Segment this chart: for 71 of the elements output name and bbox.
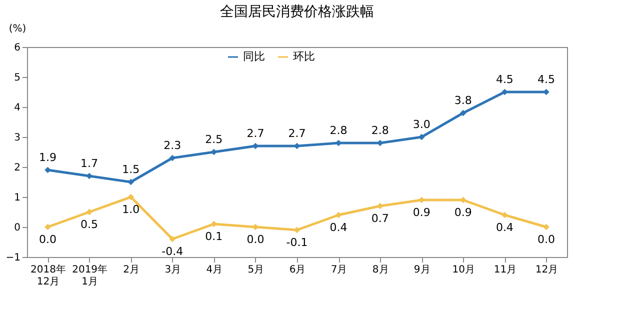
data-label: -0.1: [286, 236, 308, 249]
point: [128, 194, 134, 200]
y-tick-label: 1: [14, 192, 20, 204]
data-label: 4.5: [496, 73, 514, 86]
point: [502, 88, 508, 96]
x-tick-label: 12月: [535, 264, 558, 276]
x-tick-label: 6月: [289, 264, 306, 276]
x-tick-label: 11月: [494, 264, 517, 276]
data-label: 0.1: [205, 230, 223, 243]
data-label: 0.4: [330, 221, 348, 234]
data-label: 4.5: [537, 73, 555, 86]
data-label: 0.9: [412, 206, 430, 219]
y-axis-title: (%): [8, 24, 26, 34]
legend-label: 同比: [243, 50, 265, 63]
data-label: 0.7: [371, 212, 389, 225]
x-tick-label: 2019年 1月: [72, 264, 108, 288]
data-label: 0.0: [246, 233, 264, 246]
legend-label: 环比: [293, 50, 315, 63]
y-tick-label: 6: [14, 42, 20, 54]
data-label: 0.9: [454, 206, 472, 219]
data-label: 0.5: [80, 218, 98, 231]
x-tick-label: 7月: [330, 264, 348, 276]
point: [418, 134, 425, 140]
x-tick-label: 2018年 12月: [30, 264, 66, 288]
point: [44, 166, 51, 174]
x-tick-label: 9月: [414, 264, 430, 276]
point: [169, 236, 176, 242]
point: [294, 226, 300, 234]
point: [169, 154, 176, 162]
data-label: 1.0: [122, 203, 140, 216]
point: [543, 88, 550, 96]
point: [44, 224, 51, 230]
point: [460, 110, 466, 116]
data-label: 2.8: [330, 124, 348, 137]
data-label: 1.9: [39, 151, 57, 164]
data-label: -0.4: [162, 245, 184, 258]
data-label: 1.7: [80, 157, 98, 170]
point: [86, 208, 92, 216]
data-label: 0.0: [39, 233, 57, 246]
x-tick-label: 4月: [206, 264, 223, 276]
point: [418, 196, 425, 204]
point: [128, 178, 134, 186]
data-label: 3.0: [412, 118, 430, 131]
point: [210, 148, 218, 156]
data-label: 2.3: [164, 139, 182, 152]
data-label: 0.0: [537, 233, 555, 246]
y-tick-label: 5: [14, 72, 20, 84]
point: [376, 202, 384, 210]
data-label: 2.8: [371, 124, 389, 137]
y-tick-label: 4: [14, 102, 20, 114]
y-tick-label: 3: [14, 132, 20, 144]
data-label: 2.7: [246, 127, 264, 140]
x-tick-label: 5月: [248, 264, 264, 276]
point: [502, 212, 508, 218]
point: [335, 212, 342, 218]
point: [294, 142, 300, 150]
y-tick-label: 2: [14, 162, 20, 174]
data-label: 2.5: [205, 133, 223, 146]
chart-title: 全国居民消费价格涨跌幅: [220, 4, 374, 20]
point: [86, 172, 92, 180]
data-label: 1.5: [122, 163, 140, 176]
data-label: 3.8: [454, 94, 472, 107]
data-label: 2.7: [288, 127, 306, 140]
x-tick-label: 8月: [372, 264, 389, 276]
y-tick-label: −1: [6, 252, 20, 264]
x-tick-label: 3月: [164, 264, 182, 276]
x-tick-label: 2月: [123, 264, 140, 276]
x-tick-label: 10月: [452, 264, 476, 276]
point: [543, 224, 550, 230]
data-label: 0.4: [496, 221, 514, 234]
y-tick-label: 0: [14, 222, 20, 234]
